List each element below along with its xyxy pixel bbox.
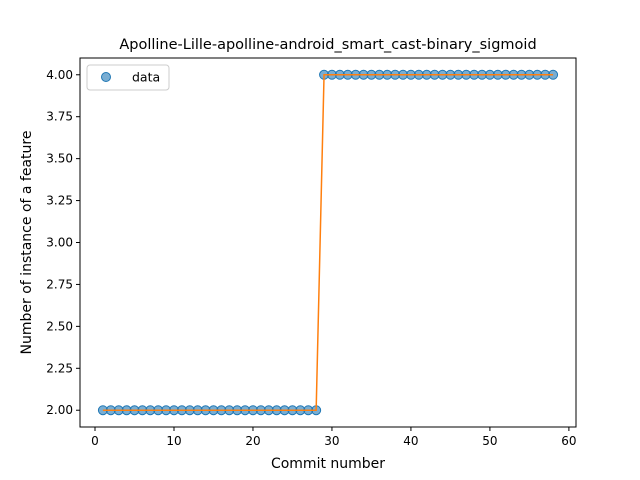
x-tick-label: 30 [324, 434, 339, 448]
axis-ticks: 0 10 20 30 40 50 60 2.00 2.25 2.50 2.75 3.00 3.25 3.5… [46, 68, 576, 448]
y-tick-label: 2.50 [46, 319, 73, 333]
y-tick-label: 2.00 [46, 403, 73, 417]
x-tick-label: 20 [245, 434, 260, 448]
y-tick-label: 3.50 [46, 152, 73, 166]
x-tick-label: 40 [403, 434, 418, 448]
y-tick-label: 3.25 [46, 194, 73, 208]
fit-line [102, 74, 554, 411]
x-tick-label: 60 [561, 434, 576, 448]
legend-marker-data [101, 72, 111, 82]
legend-box [86, 64, 170, 91]
plot-area [97, 69, 559, 416]
chart-title: Apolline-Lille-apolline-android_smart_ca… [119, 37, 536, 53]
legend: data [86, 64, 170, 91]
x-tick-label: 10 [166, 434, 181, 448]
x-tick-label: 50 [482, 434, 497, 448]
y-tick-label: 3.00 [46, 236, 73, 250]
y-tick-label: 3.75 [46, 110, 73, 124]
y-tick-label: 2.25 [46, 361, 73, 375]
x-axis-label: Commit number [271, 456, 385, 472]
y-axis-label: Number of instance of a feature [19, 131, 35, 355]
axes-frame [79, 57, 577, 428]
y-tick-label: 2.75 [46, 277, 73, 291]
y-tick-label: 4.00 [46, 68, 73, 82]
x-tick-label: 0 [91, 434, 99, 448]
legend-label-data: data [132, 70, 160, 85]
